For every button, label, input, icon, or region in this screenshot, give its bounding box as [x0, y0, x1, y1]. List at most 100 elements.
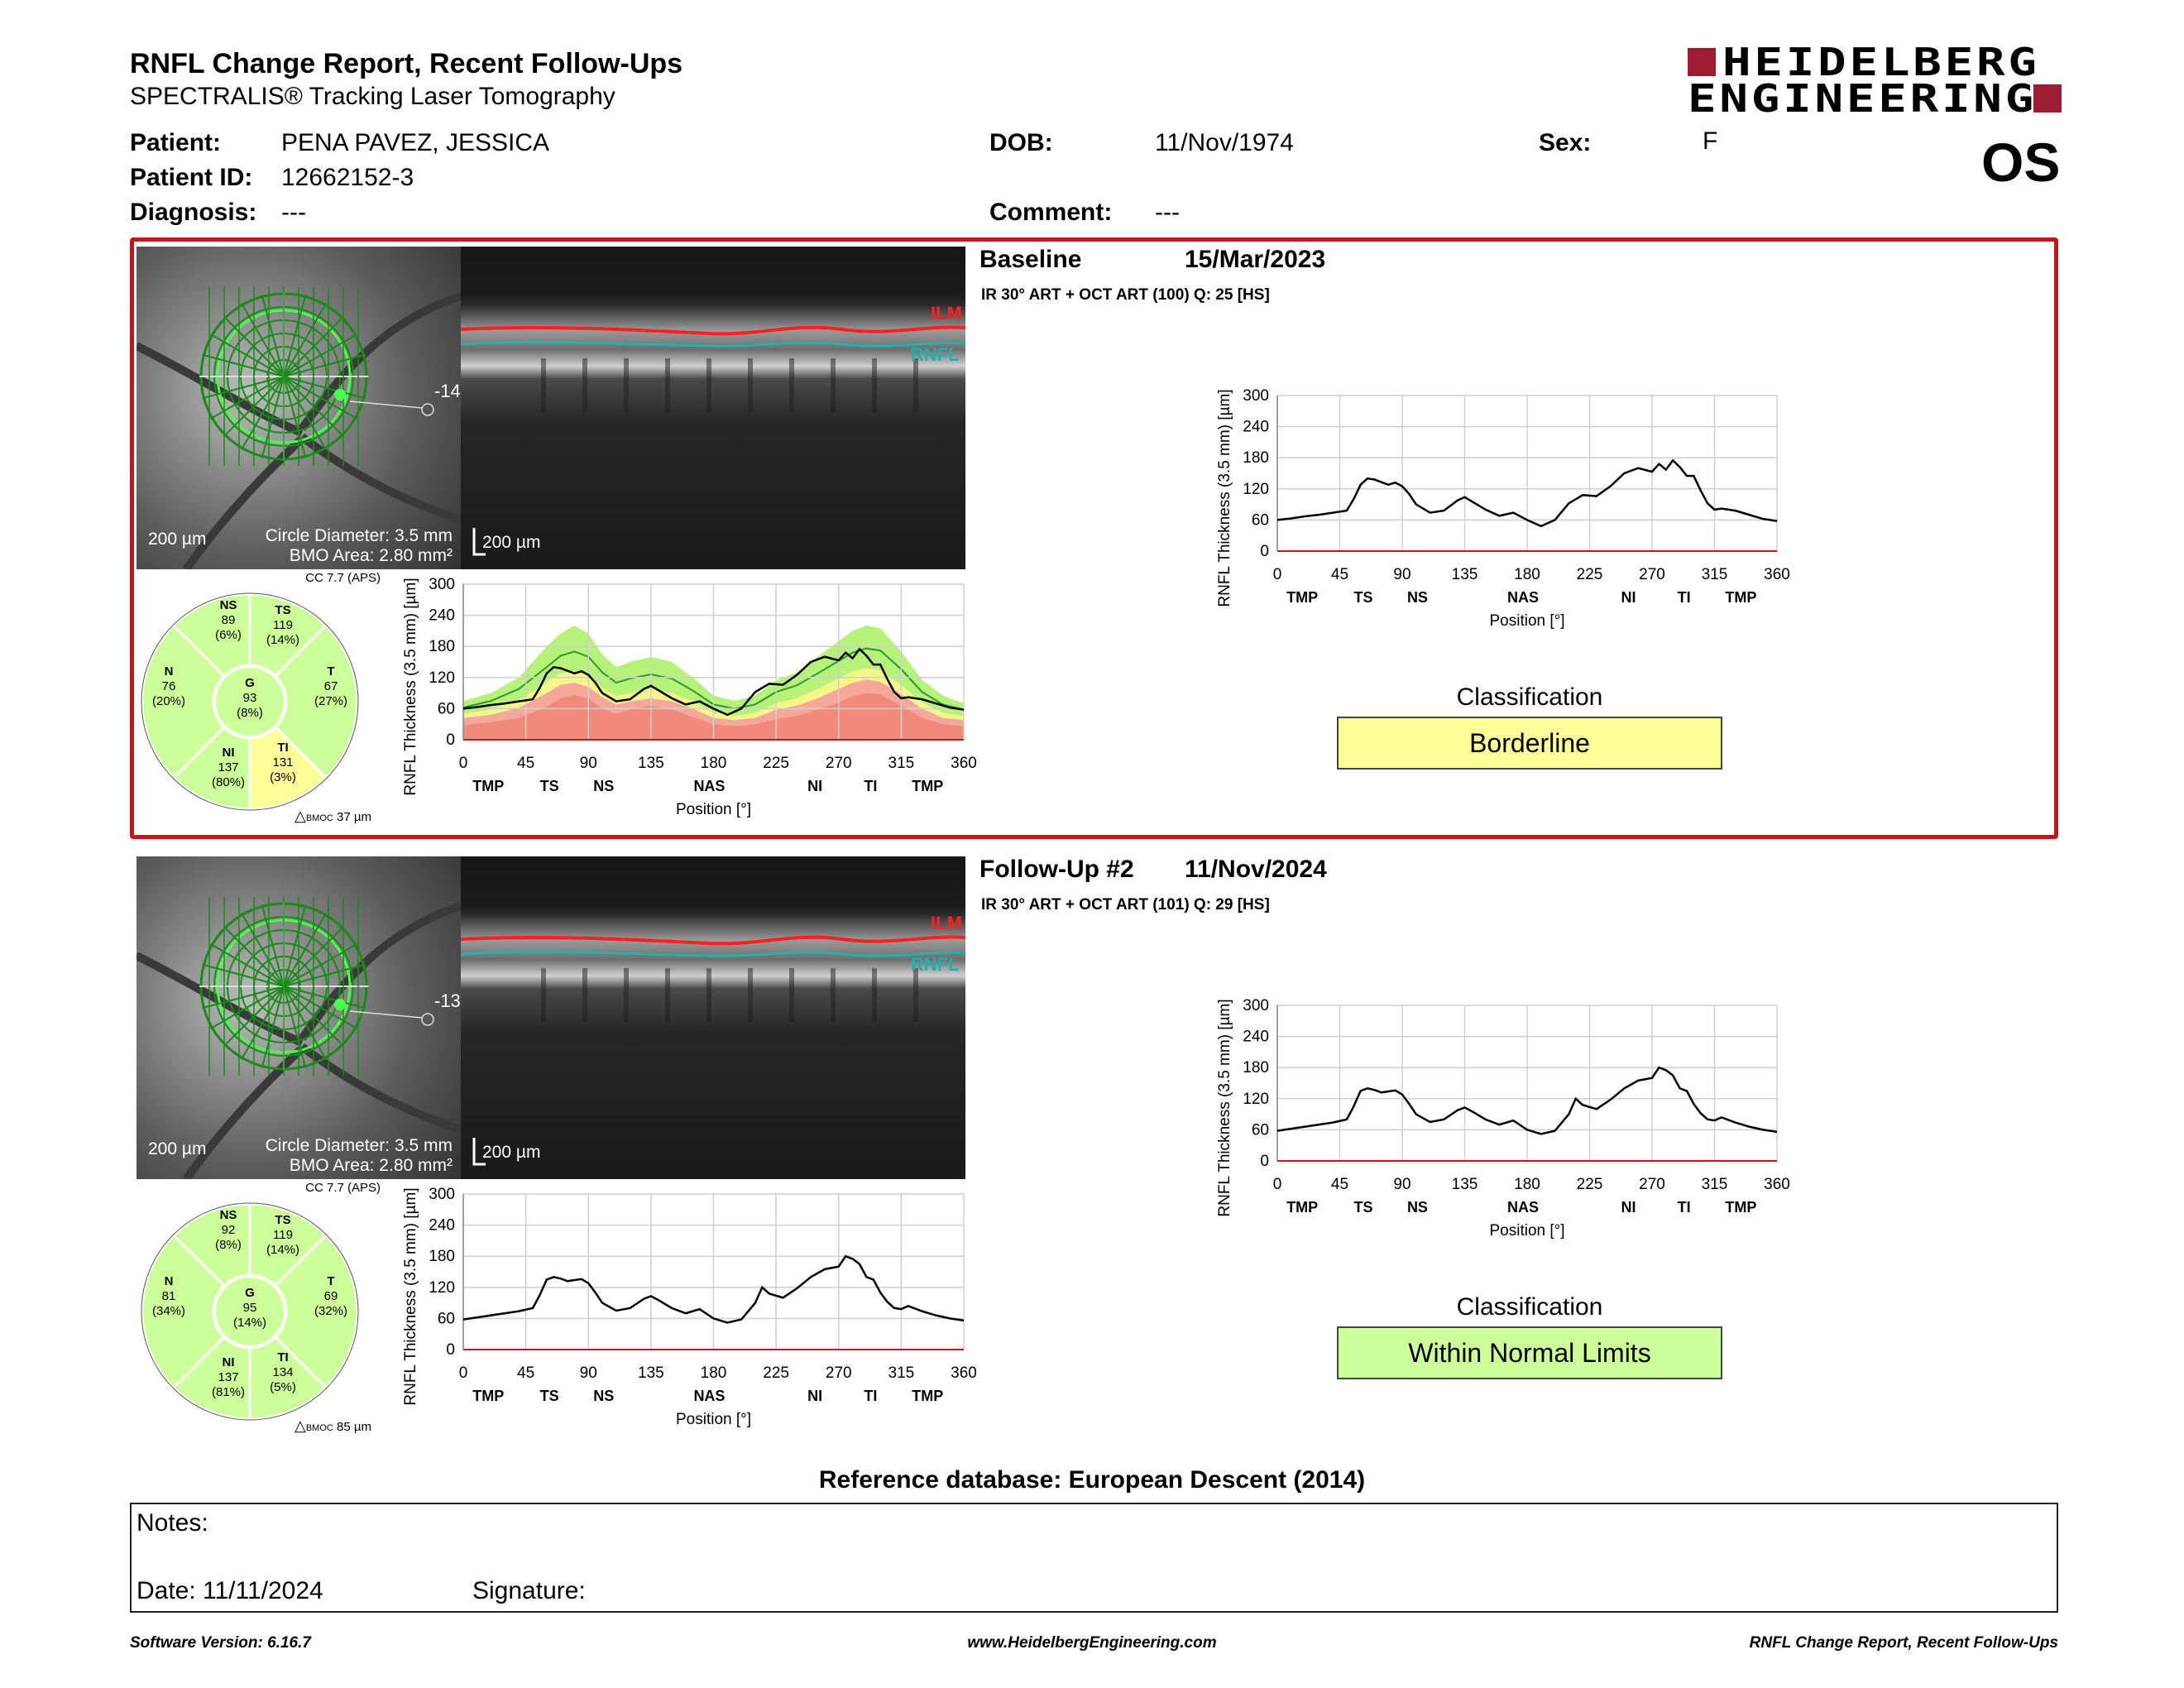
notes-label: Notes:	[136, 1509, 208, 1537]
sector-label: TS	[275, 603, 290, 617]
scan-radial-line	[261, 904, 285, 987]
x-tick-label: 135	[1452, 1176, 1478, 1193]
fovea-target-icon	[421, 1013, 434, 1026]
scale-bar-icon	[472, 528, 486, 556]
x-tick-label: 360	[951, 1364, 977, 1382]
footer-report-name: RNFL Change Report, Recent Follow-Ups	[1749, 1634, 2058, 1652]
scan-info: IR 30° ART + OCT ART (100) Q: 25 [HS]	[981, 286, 1270, 304]
sector-axis-label: TMP	[912, 1388, 943, 1404]
scan-radial-line	[283, 985, 357, 1029]
notes-box[interactable]: Notes: Date: 11/11/2024 Signature:	[130, 1503, 2058, 1613]
x-tick-label: 180	[701, 1364, 727, 1382]
cc-label: CC 7.7 (APS)	[305, 571, 381, 585]
y-axis-title: RNFL Thickness (3.5 mm) [µm]	[402, 578, 419, 795]
scan-radial-line	[283, 376, 366, 400]
sector-axis-label: NAS	[1507, 1199, 1539, 1216]
scan-radial-line	[210, 333, 285, 377]
scan-radial-line	[283, 376, 357, 420]
x-tick-label: 360	[1764, 1176, 1790, 1193]
sector-t	[273, 623, 359, 780]
sector-value: 81	[162, 1289, 176, 1303]
sector-label: N	[165, 1274, 174, 1288]
scan-radial-line	[283, 376, 307, 458]
ilm-label: ILM	[931, 913, 962, 933]
sector-value: 134	[272, 1365, 293, 1379]
sector-value: 76	[162, 679, 176, 693]
x-axis-title: Position [°]	[1489, 1222, 1564, 1240]
x-tick-label: 225	[763, 1364, 789, 1382]
sector-axis-label: TMP	[1725, 589, 1756, 606]
x-tick-label: 45	[1331, 566, 1348, 583]
scan-radial-line	[283, 376, 327, 450]
report-subtitle: SPECTRALIS® Tracking Laser Tomography	[130, 83, 615, 110]
x-tick-label: 270	[826, 1364, 852, 1382]
sector-label: T	[327, 1274, 334, 1288]
rnfl-thickness-line	[462, 1254, 965, 1324]
scan-radial-line	[283, 963, 366, 987]
sector-axis-label: TS	[540, 1388, 559, 1404]
oct-bscan-image: ILM RNFL 200 µm	[461, 856, 965, 1179]
sector-g	[216, 668, 284, 736]
scan-radial-line	[283, 913, 327, 987]
x-tick-label: 0	[1273, 1176, 1282, 1193]
y-tick-label: 180	[429, 638, 455, 655]
circle-diameter: Circle Diameter: 3.5 mm	[265, 1136, 453, 1155]
sector-percent: (14%)	[266, 1243, 299, 1257]
diagnosis-value: ---	[281, 199, 306, 226]
rnfl-line	[461, 950, 965, 957]
fovea-angle: -13	[434, 990, 461, 1011]
sector-axis-label: TI	[864, 778, 877, 794]
x-tick-label: 90	[580, 755, 597, 772]
classification-label: Classification	[1456, 683, 1603, 711]
x-tick-label: 135	[638, 755, 664, 772]
exam-date: 11/Nov/2024	[1185, 856, 1327, 883]
scan-radial-line	[241, 376, 285, 450]
ilm-line	[461, 935, 965, 946]
scan-radial-line	[283, 333, 357, 377]
x-tick-label: 0	[459, 755, 468, 772]
y-tick-label: 120	[429, 669, 455, 687]
vessel-shape	[299, 1043, 461, 1134]
exam-date: 15/Mar/2023	[1185, 246, 1326, 273]
sector-axis-label: NS	[1407, 1199, 1428, 1216]
rnfl-profile-chart-large: 0 60 120 180 240 300 0 45 90 135 180 225 270 315 360 TM…	[1216, 997, 1790, 1240]
x-tick-label: 270	[826, 755, 852, 772]
scan-radial-line	[261, 376, 285, 458]
delta-icon: △	[295, 808, 306, 824]
report-title: RNFL Change Report, Recent Follow-Ups	[130, 48, 683, 79]
x-tick-label: 315	[1702, 566, 1728, 583]
rnfl-chart: 0 60 120 180 240 300 0 45 90 135 180 225 270 315 360 TM…	[402, 576, 977, 818]
sector-axis-label: NI	[807, 1388, 822, 1404]
reference-database: Reference database: European Descent (20…	[818, 1466, 1366, 1494]
sector-axis-label: NS	[593, 778, 614, 794]
bmoc-prefix: BMOC	[305, 1423, 333, 1433]
fovea-angle: -14.	[434, 381, 461, 401]
sector-axis-label: TMP	[472, 778, 504, 794]
fundus-image: -13 200 µm Circle Diameter: 3.5 mm BMO Area…	[136, 856, 461, 1179]
y-tick-label: 60	[1252, 1121, 1269, 1139]
sector-label: N	[165, 664, 174, 679]
vessel-shape	[298, 902, 461, 1041]
scan-radial-line	[283, 303, 327, 377]
fovea-target-icon	[421, 403, 434, 416]
bmoc-value: 37 µm	[337, 810, 372, 824]
classification-value: Within Normal Limits	[1337, 1326, 1722, 1379]
sector-value: 92	[222, 1223, 236, 1237]
sector-axis-label: NAS	[693, 1388, 725, 1404]
y-tick-label: 120	[429, 1279, 455, 1297]
exam-heading: Follow-Up #2	[979, 856, 1134, 883]
dob-value: 11/Nov/1974	[1155, 129, 1294, 156]
x-tick-label: 180	[1514, 1176, 1540, 1193]
x-tick-label: 45	[517, 1364, 534, 1382]
baseline-panel-frame	[130, 237, 2058, 839]
sex-value: F	[1703, 127, 1718, 155]
patient-id-value: 12662152-3	[281, 164, 414, 191]
sector-label: G	[245, 676, 255, 690]
fovea-marker-icon	[334, 389, 346, 400]
bmoc-row: △BMOC 85 µm	[295, 1417, 371, 1435]
scan-radial-line	[283, 985, 307, 1068]
sector-label: TS	[275, 1213, 290, 1227]
sector-chart-outline	[141, 592, 359, 811]
